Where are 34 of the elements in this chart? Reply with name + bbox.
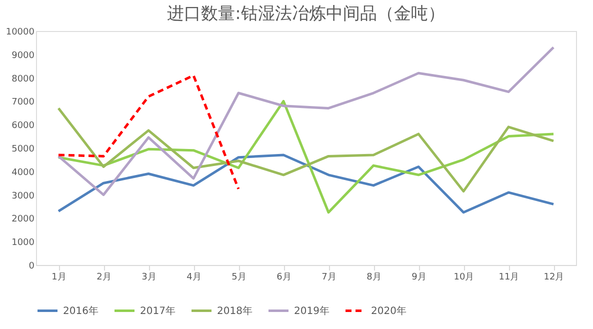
x-tick-label: 11月 <box>498 272 520 282</box>
x-tick-label: 6月 <box>276 272 292 282</box>
chart-title: 进口数量:钴湿法冶炼中间品（金吨） <box>167 4 445 24</box>
line-series <box>57 100 555 214</box>
x-tick-label: 3月 <box>142 272 156 282</box>
x-tick-label: 12月 <box>544 272 564 282</box>
legend-label: 2016年 <box>63 304 98 317</box>
x-tick-label: 10月 <box>454 272 474 282</box>
y-tick-label: 1000 <box>12 238 35 248</box>
y-tick-label: 6000 <box>12 121 35 132</box>
line-series <box>57 106 555 193</box>
x-tick-label: 1月 <box>52 272 66 282</box>
x-tick-label: 4月 <box>186 272 202 282</box>
y-tick-label: 2000 <box>12 214 35 225</box>
line-series <box>57 46 555 196</box>
y-tick-label: 5000 <box>12 144 35 154</box>
legend-label: 2019年 <box>294 304 330 317</box>
x-tick-label: 7月 <box>322 272 336 282</box>
y-tick-label: 7000 <box>12 98 35 108</box>
x-tick-label: 8月 <box>366 272 382 282</box>
line-series <box>57 154 555 214</box>
x-tick-label: 5月 <box>232 272 246 282</box>
line-series <box>57 74 240 190</box>
x-tick-label: 9月 <box>412 272 426 282</box>
x-tick-label: 2月 <box>96 272 112 282</box>
y-tick-label: 0 <box>28 262 35 272</box>
y-tick-label: 4000 <box>12 168 35 178</box>
y-tick-label: 3000 <box>12 191 35 202</box>
y-tick-label: 9000 <box>12 50 35 61</box>
legend-label: 2020年 <box>371 304 406 317</box>
legend-label: 2018年 <box>217 304 252 317</box>
y-tick-label: 8000 <box>12 74 35 84</box>
legend-label: 2017年 <box>140 304 176 317</box>
y-tick-label: 10000 <box>6 28 35 38</box>
